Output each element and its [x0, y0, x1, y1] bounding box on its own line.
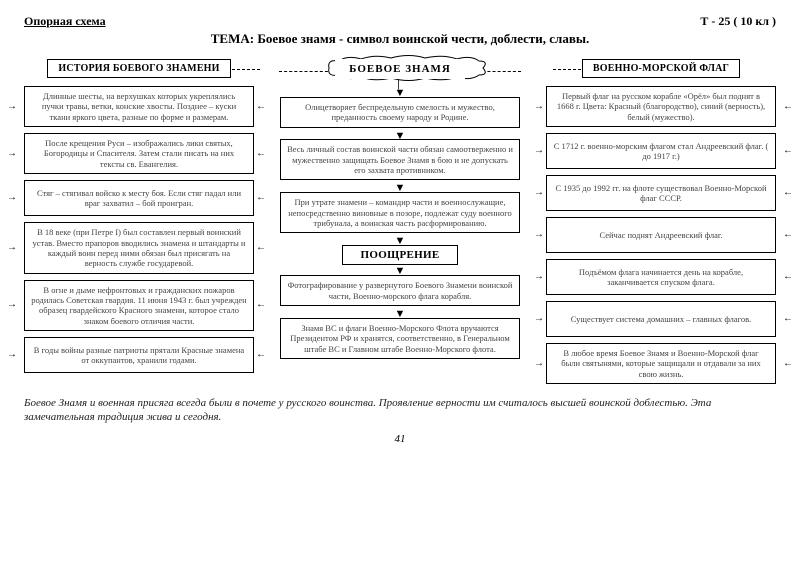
left-box-1: После крещения Руси – изображались лики … — [24, 133, 254, 174]
footer-text: Боевое Знамя и военная присяга всегда бы… — [24, 396, 776, 425]
right-box-5: Существует система домашних – главных фл… — [546, 301, 776, 337]
promo-head: ПООЩРЕНИЕ — [342, 245, 459, 265]
right-box-2: С 1935 до 1992 гг. на флоте существовал … — [546, 175, 776, 211]
mid-box-0: Олицетворяет беспредельную смелость и му… — [280, 97, 520, 128]
middle-head: БОЕВОЕ ЗНАМЯ — [335, 59, 465, 79]
middle-head-cloud: БОЕВОЕ ЗНАМЯ — [335, 59, 465, 79]
mid-box-3: Фотографирование у развернутого Боевого … — [280, 275, 520, 306]
diagram: ИСТОРИЯ БОЕВОГО ЗНАМЕНИ Длинные шесты, н… — [24, 59, 776, 390]
column-left: ИСТОРИЯ БОЕВОГО ЗНАМЕНИ Длинные шесты, н… — [24, 59, 254, 390]
left-head: ИСТОРИЯ БОЕВОГО ЗНАМЕНИ — [47, 59, 230, 78]
mid-box-1: Весь личный состав воинской части обязан… — [280, 139, 520, 180]
left-box-2: Стяг – стягивал войско к месту боя. Если… — [24, 180, 254, 216]
right-box-6: В любое время Боевое Знамя и Военно-Морс… — [546, 343, 776, 384]
header-left: Опорная схема — [24, 14, 106, 29]
left-box-4: В огне и дыме нефронтовых и гражданских … — [24, 280, 254, 331]
column-right: ВОЕННО-МОРСКОЙ ФЛАГ Первый флаг на русск… — [546, 59, 776, 390]
right-head: ВОЕННО-МОРСКОЙ ФЛАГ — [582, 59, 740, 78]
column-middle: БОЕВОЕ ЗНАМЯ │▼ Олицетворяет беспредельн… — [280, 59, 520, 390]
mid-box-4: Знамя ВС и флаги Военно-Морского Флота в… — [280, 318, 520, 359]
left-box-0: Длинные шесты, на верхушках которых укре… — [24, 86, 254, 127]
page-number: 41 — [24, 433, 776, 445]
right-box-1: С 1712 г. военно-морским флагом стал Анд… — [546, 133, 776, 169]
header-right: Т - 25 ( 10 кл ) — [700, 14, 776, 29]
left-box-3: В 18 веке (при Петре I) был составлен пе… — [24, 222, 254, 273]
mid-box-2: При утрате знамени – командир части и во… — [280, 192, 520, 233]
left-box-5: В годы войны разные патриоты прятали Кра… — [24, 337, 254, 373]
right-box-4: Подъёмом флага начинается день на корабл… — [546, 259, 776, 295]
right-box-3: Сейчас поднят Андреевский флаг. — [546, 217, 776, 253]
page-title: ТЕМА: Боевое знамя - символ воинской чес… — [24, 31, 776, 47]
right-box-0: Первый флаг на русском корабле «Орёл» бы… — [546, 86, 776, 127]
